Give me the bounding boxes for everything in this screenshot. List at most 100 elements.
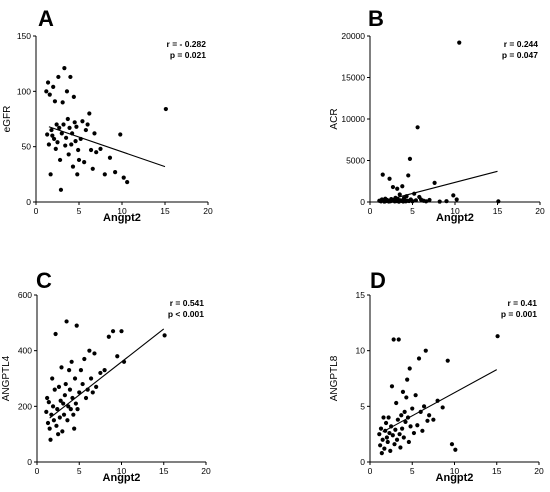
x-tick-label: 5 (77, 466, 82, 476)
data-point (88, 376, 94, 381)
data-point (444, 199, 449, 204)
y-axis-label: ANGPTL4 (1, 355, 12, 401)
y-tick-label: 0 (26, 197, 31, 207)
data-point (74, 124, 79, 129)
data-point (56, 432, 61, 437)
data-point (70, 131, 75, 136)
data-point (125, 179, 130, 185)
data-point (98, 146, 103, 151)
data-point (82, 356, 87, 362)
data-point (58, 398, 63, 403)
data-point (90, 390, 95, 395)
data-point (449, 442, 455, 447)
data-point (412, 191, 417, 196)
x-tick-label: 5 (410, 466, 415, 476)
data-point (407, 366, 412, 371)
panel-b: B 0 5 10 15 20 0 5000 10000 15000 20000 Angpt2 ACR r … (329, 6, 545, 224)
data-point (51, 136, 57, 142)
data-point (64, 135, 69, 140)
data-point (427, 197, 432, 203)
panel-d: D 0 5 10 15 20 0 5 10 15 Angpt2 ANGPTL8 r = 0.41p = … (329, 268, 544, 484)
data-point (496, 199, 501, 204)
data-point (57, 157, 63, 163)
data-point (94, 384, 99, 389)
panel-letter: C (36, 268, 52, 293)
data-point (431, 417, 436, 422)
x-tick-label: 10 (450, 466, 460, 476)
data-point (72, 376, 78, 381)
data-point (413, 393, 418, 398)
y-tick-label: 0 (360, 197, 365, 207)
data-point (78, 368, 84, 373)
data-point (70, 164, 76, 169)
data-point (411, 430, 417, 436)
data-point (80, 381, 85, 387)
y-tick-label: 50 (22, 142, 32, 152)
data-point (406, 173, 411, 178)
data-point (118, 132, 123, 137)
data-point (48, 172, 53, 177)
data-point (76, 157, 82, 163)
data-point (71, 94, 76, 99)
data-point (107, 155, 113, 160)
data-point (400, 426, 405, 431)
data-point (60, 429, 65, 434)
x-tick-label: 0 (368, 206, 373, 216)
data-point (55, 140, 60, 145)
data-point (401, 435, 406, 440)
data-point (399, 413, 404, 418)
data-point (115, 354, 120, 359)
data-point (379, 450, 384, 456)
data-point (395, 186, 400, 191)
data-point (402, 409, 407, 414)
data-point (47, 92, 52, 97)
data-point (56, 74, 61, 80)
panel-letter: B (368, 6, 384, 31)
data-point (45, 395, 50, 401)
regression-line (382, 170, 498, 202)
data-point (389, 384, 395, 389)
data-point (66, 404, 71, 409)
data-point (70, 395, 75, 401)
data-point (102, 368, 107, 373)
data-point (67, 368, 72, 373)
x-tick-label: 20 (534, 466, 544, 476)
data-point (421, 404, 427, 409)
data-point (76, 147, 81, 153)
data-point (403, 419, 408, 425)
y-axis-label: ACR (329, 108, 340, 129)
data-point (451, 193, 456, 198)
x-tick-label: 10 (450, 206, 460, 216)
x-tick-label: 20 (535, 206, 545, 216)
y-tick-label: 100 (17, 86, 31, 96)
data-point (51, 418, 57, 423)
x-tick-label: 0 (35, 466, 40, 476)
p-value: p = 0.001 (501, 309, 537, 319)
data-point (381, 415, 386, 420)
data-point (407, 156, 413, 161)
data-point (457, 40, 462, 45)
data-point (87, 111, 92, 116)
data-point (69, 359, 74, 364)
data-point (60, 100, 65, 105)
data-point (391, 337, 396, 342)
data-point (415, 125, 420, 130)
data-point (404, 194, 409, 199)
y-axis-label: ANGPTL8 (329, 355, 340, 401)
data-point (400, 389, 406, 394)
data-point (418, 409, 423, 414)
regression-line (382, 369, 498, 433)
y-axis-label: eGFR (2, 106, 13, 133)
x-tick-label: 5 (410, 206, 415, 216)
data-point (405, 415, 411, 420)
data-point (55, 407, 60, 412)
data-point (85, 387, 90, 392)
data-point (49, 127, 54, 133)
r-value: r = 0.244 (504, 39, 539, 49)
data-point (45, 80, 51, 85)
regression-line (48, 126, 166, 168)
data-point (408, 424, 413, 429)
data-point (392, 442, 397, 447)
x-tick-label: 15 (493, 206, 503, 216)
